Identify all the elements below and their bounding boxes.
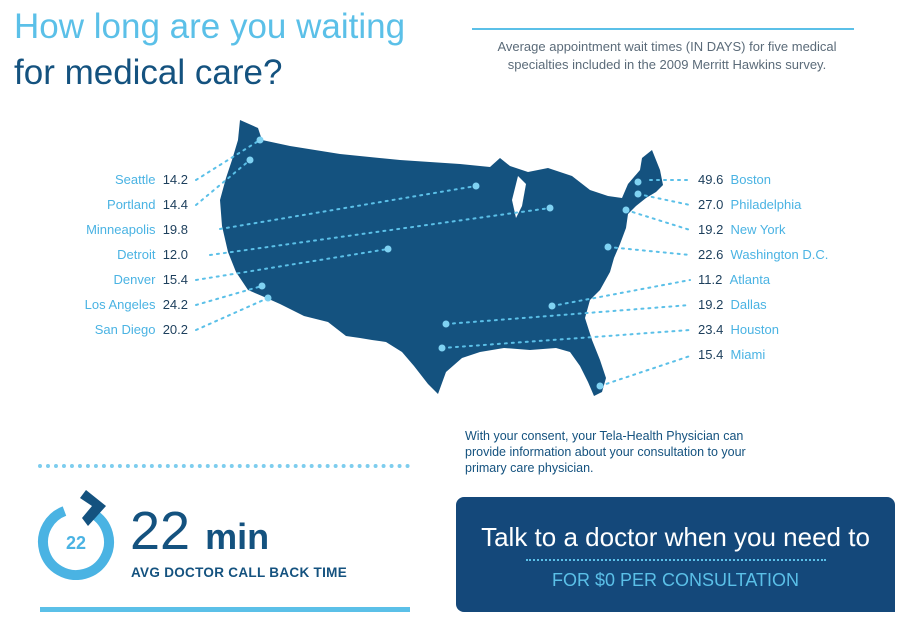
city-marker <box>256 136 264 144</box>
bottom-bar <box>40 607 410 612</box>
city-label-portland: Portland 14.4 <box>107 197 188 212</box>
city-label-atlanta: 11.2 Atlanta <box>698 272 771 287</box>
cta-sub-text: FOR $0 PER CONSULTATION <box>551 570 800 590</box>
city-label-san-diego: San Diego 20.2 <box>94 322 188 337</box>
city-marker <box>546 204 554 212</box>
cta-divider <box>525 559 826 561</box>
consent-text: With your consent, your Tela-Health Phys… <box>465 429 746 475</box>
city-marker <box>246 156 254 164</box>
city-markers <box>246 136 642 390</box>
stopwatch-number: 22 <box>66 533 86 553</box>
city-marker <box>604 243 612 251</box>
city-marker <box>596 382 604 390</box>
us-map-shape <box>220 120 663 396</box>
city-marker <box>472 182 480 190</box>
city-marker <box>442 320 450 328</box>
city-marker <box>258 282 266 290</box>
city-marker <box>548 302 556 310</box>
city-label-dallas: 19.2 Dallas <box>698 297 767 312</box>
city-label-houston: 23.4 Houston <box>698 322 779 337</box>
city-label-seattle: Seattle 14.2 <box>114 172 188 187</box>
city-marker <box>634 190 642 198</box>
city-marker <box>622 206 630 214</box>
city-label-washington-dc: 22.6 Washington D.C. <box>698 247 829 262</box>
city-marker <box>634 178 642 186</box>
map-subtitle: Average appointment wait times (IN DAYS)… <box>497 39 837 72</box>
city-label-miami: 15.4 Miami <box>698 347 766 362</box>
city-marker <box>264 294 272 302</box>
dotted-divider <box>38 464 410 468</box>
cta-main-text: Talk to a doctor when you need to <box>481 522 870 552</box>
city-label-denver: Denver 15.4 <box>113 272 188 287</box>
cta-banner[interactable]: Talk to a doctor when you need to FOR $0… <box>456 497 895 612</box>
city-label-los-angeles: Los Angeles 24.2 <box>84 297 188 312</box>
callback-caption: AVG DOCTOR CALL BACK TIME <box>131 565 347 580</box>
city-label-new-york: 19.2 New York <box>698 222 786 237</box>
title-line-2: for medical care? <box>14 53 283 92</box>
city-label-minneapolis: Minneapolis 19.8 <box>86 222 188 237</box>
city-marker <box>384 245 392 253</box>
michigan-gap <box>512 176 526 218</box>
city-label-philadelphia: 27.0 Philadelphia <box>698 197 802 212</box>
city-marker <box>438 344 446 352</box>
callback-unit: min <box>205 516 270 557</box>
leader-lines <box>195 139 691 387</box>
city-label-detroit: Detroit 12.0 <box>117 247 188 262</box>
page-title: How long are you waiting for medical car… <box>14 4 405 96</box>
callback-number: 22 <box>130 501 191 561</box>
title-line-1: How long are you waiting <box>14 7 406 46</box>
header-divider <box>472 28 854 30</box>
stopwatch-icon: 22 <box>38 490 114 580</box>
callback-time: 22 min <box>130 500 269 568</box>
city-label-boston: 49.6 Boston <box>698 172 772 187</box>
